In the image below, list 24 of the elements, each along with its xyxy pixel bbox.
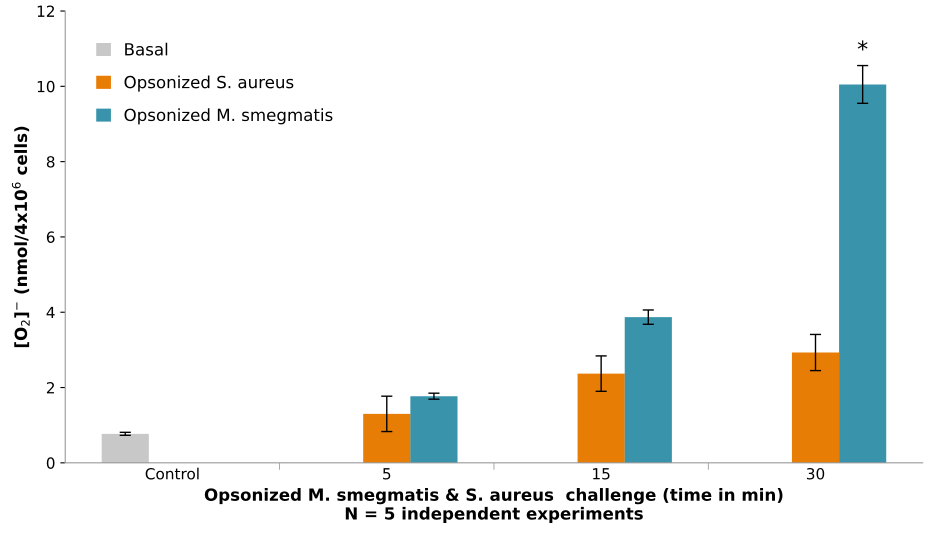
y-tick-label: 10 [38,80,55,92]
y-tick-label: 6 [46,231,55,243]
bar [839,84,886,463]
x-axis-title: Opsonized M. smegmatis & S. aureus challenge (time in min) N = 5 independent experiments [204,488,782,523]
legend-label: Opsonized M. smegmatis [124,108,332,124]
bar [363,414,410,463]
x-tick-label: 5 [383,468,390,480]
y-tick-label: 0 [46,457,55,469]
bar [410,396,458,463]
y-tick-label: 8 [46,156,54,168]
legend-label: Opsonized S. aureus [124,75,294,92]
y-tick-label: 4 [46,306,55,318]
bar [102,434,149,463]
y-tick-label: 12 [38,5,54,17]
x-tick-label: Control [146,468,199,480]
bar [624,317,672,463]
bar [792,352,840,463]
bar [578,374,625,463]
x-tick-label: 15 [593,468,610,480]
y-tick-label: 2 [46,382,54,394]
annotation: * [858,40,868,50]
legend-label: Basal [125,42,168,56]
y-axis-title: [O$_{2}$]$^{−}$ (nmol/4x10$^{6}$ cells) [12,126,30,348]
x-tick-label: 30 [806,468,824,480]
